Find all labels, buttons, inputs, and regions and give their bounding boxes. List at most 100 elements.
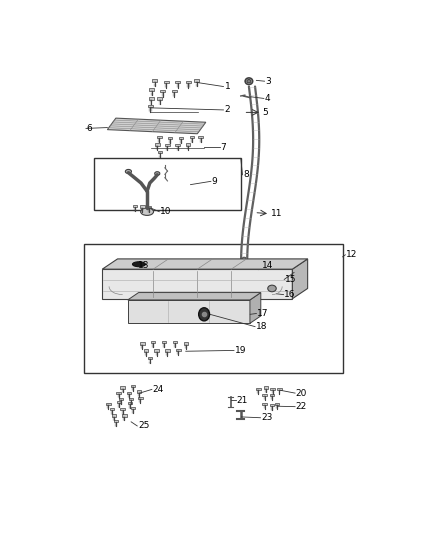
FancyBboxPatch shape <box>256 387 261 390</box>
Text: 15: 15 <box>285 275 297 284</box>
FancyBboxPatch shape <box>122 414 127 416</box>
Text: 1: 1 <box>224 82 230 91</box>
Ellipse shape <box>247 79 251 83</box>
FancyBboxPatch shape <box>129 398 133 400</box>
FancyBboxPatch shape <box>264 386 268 389</box>
Polygon shape <box>128 300 250 324</box>
FancyBboxPatch shape <box>162 341 166 343</box>
FancyBboxPatch shape <box>133 205 137 207</box>
FancyBboxPatch shape <box>160 90 165 92</box>
Text: 20: 20 <box>296 389 307 398</box>
Ellipse shape <box>132 262 145 266</box>
Polygon shape <box>107 118 206 134</box>
FancyBboxPatch shape <box>128 402 132 404</box>
Ellipse shape <box>125 169 131 174</box>
FancyBboxPatch shape <box>275 403 279 405</box>
Text: 10: 10 <box>160 207 172 216</box>
FancyBboxPatch shape <box>175 144 180 147</box>
FancyBboxPatch shape <box>147 206 152 208</box>
Text: 14: 14 <box>262 261 273 270</box>
Polygon shape <box>250 293 261 324</box>
FancyBboxPatch shape <box>158 151 162 153</box>
FancyBboxPatch shape <box>165 350 170 352</box>
Text: 3: 3 <box>265 77 271 86</box>
FancyBboxPatch shape <box>176 349 180 351</box>
Ellipse shape <box>245 78 253 84</box>
Text: 9: 9 <box>212 177 217 186</box>
FancyBboxPatch shape <box>148 105 153 108</box>
Text: 12: 12 <box>346 251 357 259</box>
Polygon shape <box>128 293 261 300</box>
Text: 6: 6 <box>86 124 92 133</box>
Text: 2: 2 <box>224 106 230 115</box>
Text: 4: 4 <box>265 94 270 103</box>
Bar <box>94 158 241 211</box>
FancyBboxPatch shape <box>137 391 141 393</box>
Ellipse shape <box>155 172 160 175</box>
FancyBboxPatch shape <box>120 408 125 410</box>
FancyBboxPatch shape <box>117 392 121 394</box>
FancyBboxPatch shape <box>158 97 162 100</box>
Text: 18: 18 <box>256 322 267 331</box>
FancyBboxPatch shape <box>164 80 169 83</box>
FancyBboxPatch shape <box>157 136 162 138</box>
FancyBboxPatch shape <box>119 398 123 400</box>
FancyBboxPatch shape <box>148 97 154 100</box>
FancyBboxPatch shape <box>256 263 261 265</box>
Polygon shape <box>102 269 293 298</box>
Ellipse shape <box>141 208 154 215</box>
FancyBboxPatch shape <box>120 386 125 389</box>
FancyBboxPatch shape <box>277 387 282 390</box>
Text: 21: 21 <box>237 396 248 405</box>
FancyBboxPatch shape <box>186 80 191 83</box>
Ellipse shape <box>242 257 246 261</box>
FancyBboxPatch shape <box>117 401 121 403</box>
FancyBboxPatch shape <box>113 420 118 422</box>
Polygon shape <box>293 259 307 298</box>
Text: 11: 11 <box>271 209 282 218</box>
Text: 25: 25 <box>138 422 149 431</box>
FancyBboxPatch shape <box>190 136 194 138</box>
FancyBboxPatch shape <box>131 385 135 387</box>
FancyBboxPatch shape <box>184 342 188 345</box>
FancyBboxPatch shape <box>144 350 148 352</box>
FancyBboxPatch shape <box>168 137 173 140</box>
FancyBboxPatch shape <box>140 342 145 345</box>
Text: 17: 17 <box>257 309 268 318</box>
Text: 23: 23 <box>261 413 272 422</box>
Text: 22: 22 <box>296 402 307 411</box>
Text: 19: 19 <box>235 346 246 355</box>
FancyBboxPatch shape <box>270 394 274 396</box>
FancyBboxPatch shape <box>179 137 184 140</box>
Text: 5: 5 <box>262 108 268 117</box>
FancyBboxPatch shape <box>194 79 199 82</box>
FancyBboxPatch shape <box>106 403 111 405</box>
FancyBboxPatch shape <box>165 144 170 147</box>
FancyBboxPatch shape <box>172 90 177 92</box>
FancyBboxPatch shape <box>270 387 275 390</box>
FancyBboxPatch shape <box>110 408 114 410</box>
FancyBboxPatch shape <box>138 397 142 399</box>
FancyBboxPatch shape <box>270 404 274 406</box>
FancyBboxPatch shape <box>127 392 131 394</box>
FancyBboxPatch shape <box>186 143 190 146</box>
FancyBboxPatch shape <box>262 403 267 405</box>
Text: 16: 16 <box>284 290 296 299</box>
Text: 8: 8 <box>243 170 249 179</box>
Bar <box>84 244 343 373</box>
Text: 13: 13 <box>138 261 150 270</box>
FancyBboxPatch shape <box>112 414 117 416</box>
FancyBboxPatch shape <box>148 357 152 359</box>
FancyBboxPatch shape <box>154 350 159 352</box>
FancyBboxPatch shape <box>151 341 155 343</box>
Text: 7: 7 <box>220 143 226 152</box>
FancyBboxPatch shape <box>262 394 267 396</box>
FancyBboxPatch shape <box>198 136 203 138</box>
FancyBboxPatch shape <box>152 79 157 82</box>
FancyBboxPatch shape <box>173 341 177 343</box>
Polygon shape <box>102 259 307 269</box>
FancyBboxPatch shape <box>131 407 135 409</box>
FancyBboxPatch shape <box>149 88 154 91</box>
Text: 24: 24 <box>152 385 164 394</box>
FancyBboxPatch shape <box>140 205 145 208</box>
